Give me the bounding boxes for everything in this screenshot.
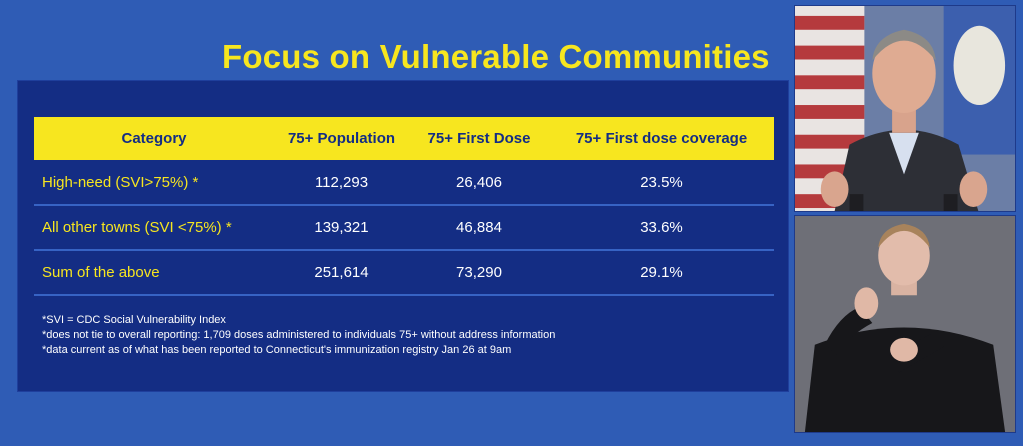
row-population: 112,293 <box>274 160 409 206</box>
row-category: High-need (SVI>75%) * <box>34 160 274 206</box>
row-coverage: 23.5% <box>549 160 774 206</box>
table-header-row: Category 75+ Population 75+ First Dose 7… <box>34 117 774 160</box>
speaker-video-icon <box>795 6 1015 211</box>
table-row: All other towns (SVI <75%) * 139,321 46,… <box>34 205 774 251</box>
row-first-dose: 73,290 <box>409 250 549 296</box>
row-category: All other towns (SVI <75%) * <box>34 205 274 251</box>
footnote: *data current as of what has been report… <box>42 344 512 356</box>
data-table: Category 75+ Population 75+ First Dose 7… <box>34 117 774 296</box>
table-row: High-need (SVI>75%) * 112,293 26,406 23.… <box>34 160 774 206</box>
header-first-dose: 75+ First Dose <box>409 117 549 160</box>
row-first-dose: 46,884 <box>409 205 549 251</box>
row-category: Sum of the above <box>34 250 274 296</box>
slide-title: Focus on Vulnerable Communities <box>222 38 770 75</box>
footnote: *SVI = CDC Social Vulnerability Index <box>42 314 226 326</box>
sign-language-interpreter-icon <box>795 216 1015 432</box>
footnotes: *SVI = CDC Social Vulnerability Index *d… <box>42 313 555 358</box>
slide-panel: Category 75+ Population 75+ First Dose 7… <box>17 80 789 392</box>
table-row: Sum of the above 251,614 73,290 29.1% <box>34 250 774 296</box>
row-coverage: 29.1% <box>549 250 774 296</box>
speaker-video <box>794 5 1016 212</box>
row-coverage: 33.6% <box>549 205 774 251</box>
interpreter-video <box>794 215 1016 433</box>
header-category: Category <box>34 117 274 160</box>
row-population: 251,614 <box>274 250 409 296</box>
header-coverage: 75+ First dose coverage <box>549 117 774 160</box>
footnote: *does not tie to overall reporting: 1,70… <box>42 329 556 341</box>
row-first-dose: 26,406 <box>409 160 549 206</box>
row-population: 139,321 <box>274 205 409 251</box>
header-population: 75+ Population <box>274 117 409 160</box>
